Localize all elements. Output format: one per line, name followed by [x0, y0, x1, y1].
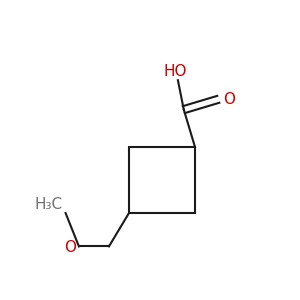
Text: H₃C: H₃C: [34, 196, 63, 211]
Text: HO: HO: [163, 64, 187, 79]
Text: O: O: [64, 240, 76, 255]
Text: O: O: [223, 92, 235, 107]
